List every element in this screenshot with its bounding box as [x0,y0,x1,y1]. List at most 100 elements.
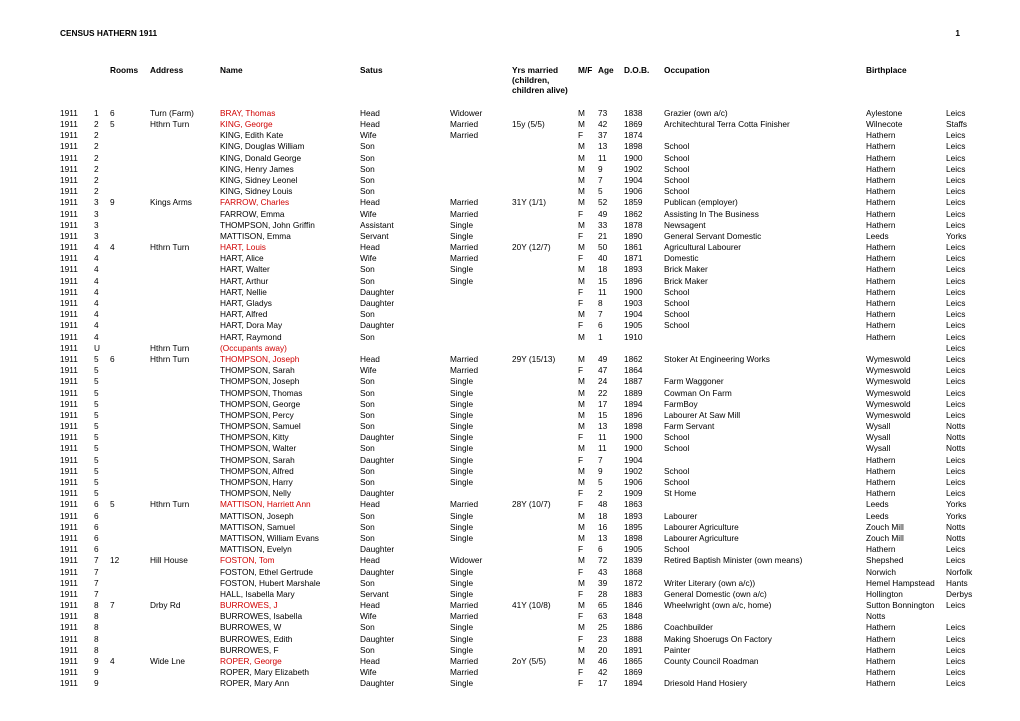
cell-sched: 2 [94,175,110,186]
cell-birthplace: Leeds [866,231,946,242]
cell-mf: M [578,578,598,589]
table-row: 19115THOMPSON, GeorgeSonSingleM171894Far… [60,399,960,410]
cell-mf: M [578,332,598,343]
cell-dob: 1878 [624,220,664,231]
cell-dob: 1895 [624,522,664,533]
cell-occupation: Coachbuilder [664,622,866,633]
cell-age: 65 [598,600,624,611]
cell-dob: 1906 [624,186,664,197]
cell-sched: 2 [94,186,110,197]
cell-status: Son [360,264,450,275]
cell-mf: M [578,645,598,656]
cell-birthplace: Zouch Mill [866,522,946,533]
cell-name: MATTISON, Emma [220,231,360,242]
cell-dob: 1865 [624,656,664,667]
table-row: 19118BURROWES, FSonSingleM201891PainterH… [60,645,960,656]
table-row: 19114HART, AliceWifeMarriedF401871Domest… [60,253,960,264]
cell-county: Leics [946,645,986,656]
table-row: 19115THOMPSON, SamuelSonSingleM131898Far… [60,421,960,432]
col-occupation: Occupation [664,66,866,76]
cell-name: KING, Sidney Leonel [220,175,360,186]
cell-status: Son [360,399,450,410]
cell-age: 23 [598,634,624,645]
cell-sched: 5 [94,432,110,443]
cell-dob: 1871 [624,253,664,264]
cell-age: 9 [598,164,624,175]
cell-status: Son [360,578,450,589]
cell-year: 1911 [60,555,94,566]
cell-marital: Married [450,209,512,220]
cell-age: 28 [598,589,624,600]
cell-dob: 1894 [624,399,664,410]
cell-year: 1911 [60,432,94,443]
cell-age: 9 [598,466,624,477]
table-row: 19115THOMPSON, ThomasSonSingleM221889Cow… [60,388,960,399]
cell-county: Leics [946,343,986,354]
cell-marital: Single [450,276,512,287]
cell-county: Leics [946,197,986,208]
cell-marital: Married [450,119,512,130]
cell-year: 1911 [60,656,94,667]
cell-age: 18 [598,511,624,522]
census-rows-container: 191116Turn (Farm)BRAY, ThomasHeadWidower… [60,108,960,690]
cell-birthplace: Hathern [866,488,946,499]
cell-sched: 4 [94,264,110,275]
cell-birthplace: Wymeswold [866,354,946,365]
cell-occupation: Wheelwright (own a/c, home) [664,600,866,611]
cell-year: 1911 [60,197,94,208]
cell-birthplace: Hathern [866,209,946,220]
cell-occupation: School [664,443,866,454]
cell-sched: 7 [94,567,110,578]
cell-birthplace: Aylestone [866,108,946,119]
cell-year: 1911 [60,443,94,454]
table-row: 191139Kings ArmsFARROW, CharlesHeadMarri… [60,197,960,208]
cell-dob: 1883 [624,589,664,600]
cell-sched: 5 [94,443,110,454]
cell-age: 39 [598,578,624,589]
cell-year: 1911 [60,108,94,119]
cell-status: Head [360,656,450,667]
cell-rooms: 7 [110,600,150,611]
cell-age: 72 [598,555,624,566]
cell-year: 1911 [60,455,94,466]
cell-mf: F [578,287,598,298]
cell-age: 7 [598,309,624,320]
cell-sched: 5 [94,365,110,376]
cell-county: Leics [946,164,986,175]
table-row: 19115THOMPSON, JosephSonSingleM241887Far… [60,376,960,387]
col-rooms: Rooms [110,66,150,76]
cell-occupation: Architechtural Terra Cotta Finisher [664,119,866,130]
cell-birthplace: Hathern [866,332,946,343]
cell-name: THOMPSON, Harry [220,477,360,488]
cell-occupation: St Home [664,488,866,499]
cell-dob: 1910 [624,332,664,343]
cell-year: 1911 [60,276,94,287]
cell-age: 1 [598,332,624,343]
cell-county: Leics [946,365,986,376]
cell-dob: 1900 [624,432,664,443]
cell-year: 1911 [60,253,94,264]
cell-birthplace: Hathern [866,544,946,555]
cell-mf: M [578,354,598,365]
cell-name: THOMPSON, Joseph [220,354,360,365]
cell-status: Wife [360,209,450,220]
cell-status: Daughter [360,634,450,645]
cell-name: KING, Edith Kate [220,130,360,141]
cell-dob: 1868 [624,567,664,578]
cell-birthplace: Leeds [866,511,946,522]
cell-age: 24 [598,376,624,387]
cell-name: THOMPSON, Percy [220,410,360,421]
cell-age: 63 [598,611,624,622]
cell-birthplace: Hathern [866,242,946,253]
cell-year: 1911 [60,365,94,376]
cell-county: Notts [946,533,986,544]
cell-age: 37 [598,130,624,141]
cell-dob: 1859 [624,197,664,208]
cell-county: Leics [946,253,986,264]
cell-birthplace: Hathern [866,197,946,208]
cell-marital: Single [450,410,512,421]
cell-county: Leics [946,555,986,566]
cell-marital: Single [450,220,512,231]
cell-birthplace: Wymeswold [866,388,946,399]
cell-status: Head [360,108,450,119]
